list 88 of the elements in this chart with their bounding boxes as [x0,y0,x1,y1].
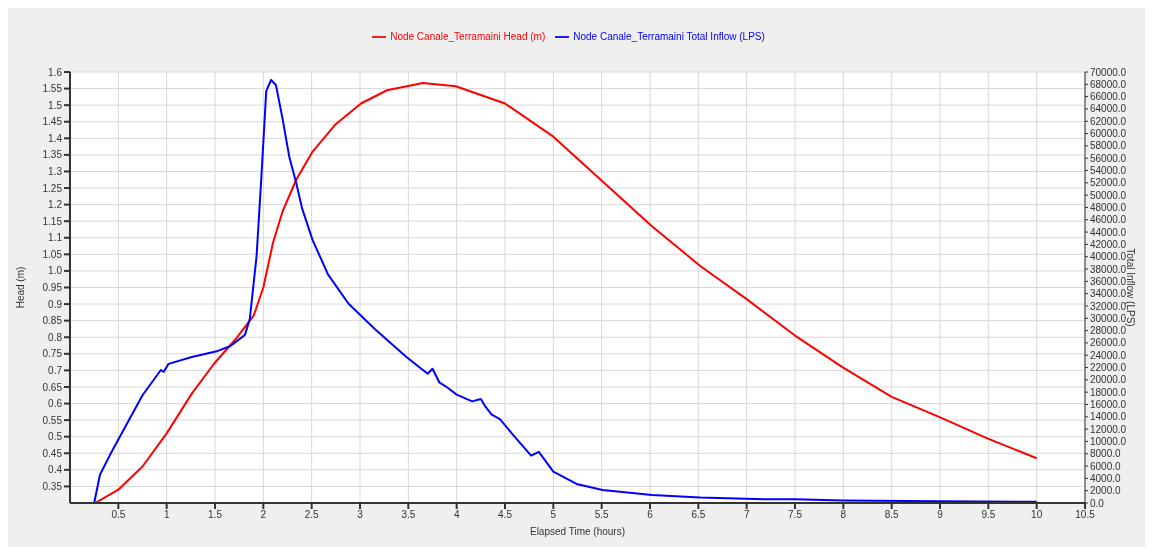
y-tick-label: 1.5 [48,99,63,111]
y2-tick-label: 36000.0 [1090,275,1127,287]
y2-tick-label: 38000.0 [1090,263,1127,275]
y-tick-label: 0.9 [48,298,63,310]
y2-tick-label: 12000.0 [1090,423,1127,435]
y-tick-label: 1.25 [42,182,63,194]
y-tick-label: 0.55 [42,414,63,426]
x-tick-label: 3.5 [401,509,416,521]
y2-tick-label: 42000.0 [1090,238,1127,250]
y-tick-label: 1.2 [48,199,63,211]
y-tick-label: 0.7 [48,364,63,376]
x-tick-label: 1 [163,509,170,521]
y2-tick-label: 8000.0 [1090,448,1122,460]
y2-tick-label: 44000.0 [1090,226,1127,238]
y-tick-label: 1.05 [42,248,63,260]
x-tick-label: 10.5 [1075,509,1096,521]
legend-label: Node Canale_Terramaini Head (m) [390,30,546,42]
y-tick-label: 1.35 [42,149,63,161]
y2-tick-label: 32000.0 [1090,300,1127,312]
y-tick-label: 1.4 [48,132,63,144]
y2-tick-label: 22000.0 [1090,362,1127,374]
x-tick-label: 6 [647,509,654,521]
y2-tick-label: 28000.0 [1090,325,1127,337]
x-tick-label: 9 [937,509,944,521]
y2-tick-label: 46000.0 [1090,214,1127,226]
x-tick-label: 0.5 [111,509,126,521]
y2-tick-label: 24000.0 [1090,349,1127,361]
y-tick-label: 0.75 [42,348,63,360]
y-tick-label: 0.35 [42,480,63,492]
y2-axis-title: Total Inflow (LPS) [1125,248,1137,327]
y-tick-label: 1.45 [42,116,63,128]
y2-tick-label: 58000.0 [1090,140,1127,152]
y2-tick-label: 40000.0 [1090,251,1127,263]
legend-label: Node Canale_Terramaini Total Inflow (LPS) [573,30,765,42]
y-tick-label: 1.55 [42,83,63,95]
x-tick-label: 1.5 [208,509,223,521]
y-tick-label: 0.95 [42,282,63,294]
y-tick-label: 1.1 [48,232,63,244]
x-tick-label: 6.5 [691,509,706,521]
x-tick-label: 2.5 [304,509,320,521]
x-tick-label: 7 [743,509,750,521]
x-axis-title: Elapsed Time (hours) [529,526,626,537]
y2-tick-label: 62000.0 [1090,115,1127,127]
x-tick-label: 8.5 [884,509,900,521]
y-tick-label: 1.0 [48,265,63,277]
y-tick-label: 0.8 [48,331,63,343]
y2-tick-label: 68000.0 [1090,78,1127,90]
y-tick-label: 0.85 [42,315,63,327]
y2-tick-label: 2000.0 [1090,485,1122,497]
y2-tick-label: 18000.0 [1090,386,1127,398]
y2-tick-label: 66000.0 [1090,91,1127,103]
y-tick-label: 0.6 [48,398,63,410]
y2-tick-label: 10000.0 [1090,435,1127,447]
x-tick-label: 4 [453,509,460,521]
x-tick-label: 2 [260,509,267,521]
y2-tick-label: 54000.0 [1090,165,1127,177]
y-tick-label: 1.3 [48,166,63,178]
y2-tick-label: 16000.0 [1090,399,1127,411]
x-tick-label: 8 [840,509,847,521]
y2-tick-label: 48000.0 [1090,202,1127,214]
y-tick-label: 0.4 [48,464,63,476]
y2-tick-label: 30000.0 [1090,312,1127,324]
x-tick-label: 3 [357,509,364,521]
y2-tick-label: 52000.0 [1090,177,1127,189]
y-tick-label: 0.5 [48,431,63,443]
y2-tick-label: 60000.0 [1090,128,1127,140]
y2-tick-label: 0.0 [1090,497,1105,509]
y2-tick-label: 6000.0 [1090,460,1122,472]
x-tick-label: 5.5 [594,509,610,521]
x-tick-label: 4.5 [498,509,513,521]
y2-tick-label: 50000.0 [1090,189,1127,201]
y-tick-label: 0.65 [42,381,63,393]
y-tick-label: 1.15 [42,215,63,227]
y2-tick-label: 4000.0 [1090,472,1122,484]
y2-tick-label: 70000.0 [1090,66,1127,78]
x-tick-label: 7.5 [788,509,803,521]
y2-tick-label: 14000.0 [1090,411,1127,423]
x-tick-label: 9.5 [981,509,996,521]
y2-tick-label: 34000.0 [1090,288,1127,300]
y2-tick-label: 64000.0 [1090,103,1127,115]
x-tick-label: 5 [550,509,557,521]
y-tick-label: 1.6 [48,66,63,78]
y-tick-label: 0.45 [42,447,63,459]
y2-tick-label: 26000.0 [1090,337,1127,349]
y-axis-title: Head (m) [14,266,26,309]
y2-tick-label: 20000.0 [1090,374,1127,386]
x-tick-label: 10 [1031,509,1043,521]
y2-tick-label: 56000.0 [1090,152,1127,164]
